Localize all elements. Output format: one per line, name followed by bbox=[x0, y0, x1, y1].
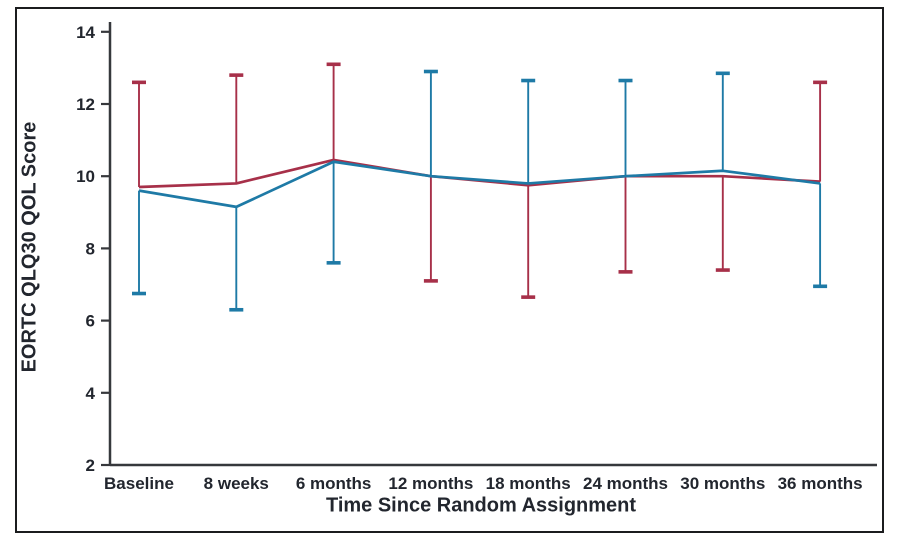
y-tick-label: 12 bbox=[76, 95, 95, 114]
x-category-label: 30 months bbox=[680, 474, 765, 493]
x-category-label: 12 months bbox=[388, 474, 473, 493]
x-category-label: 24 months bbox=[583, 474, 668, 493]
y-tick-label: 8 bbox=[86, 239, 95, 258]
y-tick-label: 10 bbox=[76, 167, 95, 186]
y-tick-label: 14 bbox=[76, 23, 95, 42]
x-category-label: 36 months bbox=[778, 474, 863, 493]
figure-border bbox=[15, 7, 884, 533]
x-axis-title: Time Since Random Assignment bbox=[325, 494, 637, 517]
x-category-label: Baseline bbox=[104, 474, 174, 493]
series-line-arm-red bbox=[138, 158, 821, 189]
y-axis-title: EORTC QLQ30 QOL Score bbox=[18, 121, 41, 373]
y-tick-label: 6 bbox=[86, 312, 95, 331]
y-tick-label: 2 bbox=[86, 456, 95, 475]
x-category-label: 18 months bbox=[486, 474, 571, 493]
series-line-arm-blue bbox=[138, 160, 821, 209]
y-tick-label: 4 bbox=[86, 384, 96, 403]
x-category-label: 6 months bbox=[296, 474, 372, 493]
x-category-label: 8 weeks bbox=[204, 474, 269, 493]
